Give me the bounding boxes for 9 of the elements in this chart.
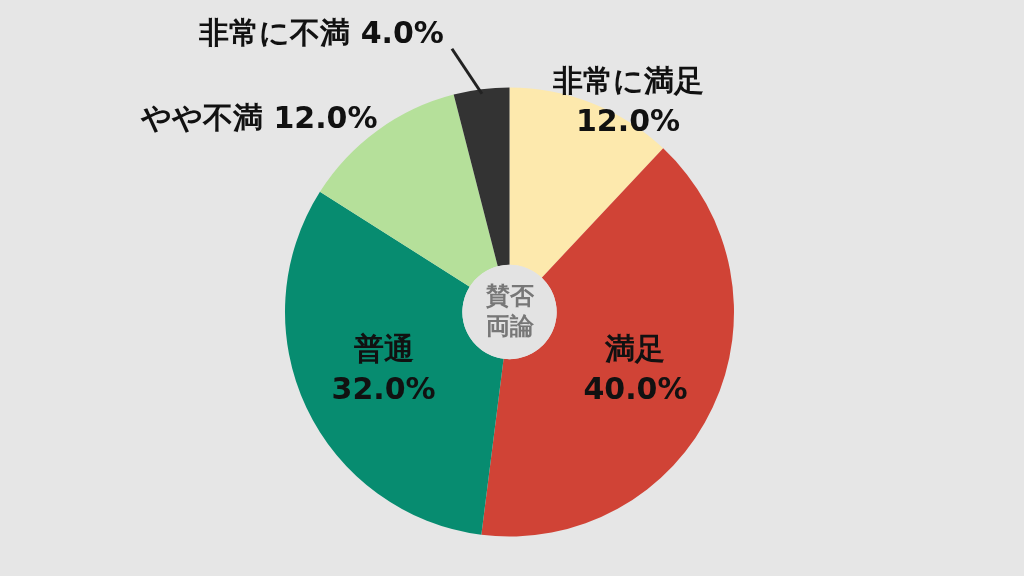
slice-label: やや不満 12.0% [140, 100, 378, 136]
slice-label: 非常に不満 4.0% [198, 14, 444, 50]
data-label: 40.0% [583, 371, 688, 407]
data-label: 12.0% [575, 103, 681, 139]
text: 賛否両論 [484, 282, 535, 341]
data-label: 32.0% [331, 371, 436, 407]
slice-label: 普通 [353, 331, 414, 367]
slice-label: 非常に満足 [551, 63, 704, 99]
slice-label: 満足 [604, 331, 666, 367]
